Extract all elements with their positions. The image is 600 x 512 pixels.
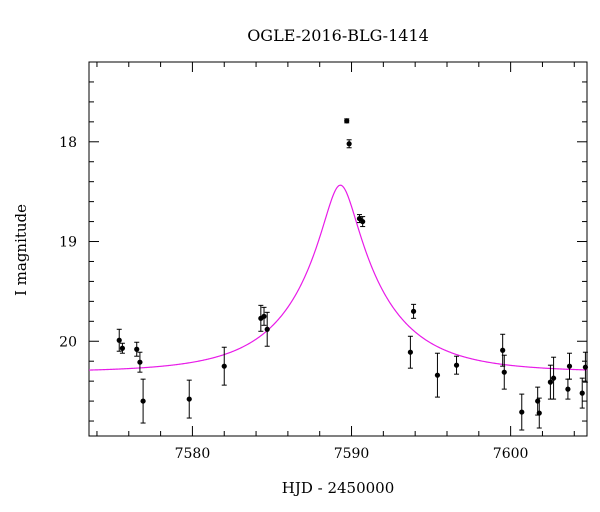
y-tick-label: 19 [59,235,77,251]
data-point [579,377,585,409]
data-points-group [116,118,589,431]
data-point-marker [360,218,366,225]
data-point-marker [264,326,270,332]
data-point [434,352,441,398]
y-axis-label: I magnitude [12,204,30,296]
data-point-marker [500,347,506,353]
data-point [565,378,571,400]
data-point-marker [346,141,352,147]
data-point [134,341,140,357]
data-point-marker [140,398,146,404]
data-point [536,397,542,429]
data-point [261,306,267,326]
data-point [346,139,352,149]
data-point-marker [434,372,441,378]
data-point-marker [501,369,507,375]
data-point [344,118,350,124]
data-point [221,346,227,386]
y-tick-label: 20 [59,334,77,350]
data-point [582,351,589,383]
data-point-marker [579,390,585,396]
data-point-marker [261,313,267,319]
data-point-marker [137,359,143,365]
data-point-marker [186,396,192,402]
x-axis-label: HJD - 2450000 [282,479,395,497]
data-point [550,356,557,400]
data-point [547,364,554,400]
data-point-marker [344,118,350,124]
data-point-marker [519,409,525,415]
data-point [264,311,270,347]
data-point [501,354,507,390]
data-point-marker [565,386,571,392]
data-point-marker [550,375,557,381]
x-tick-label: 7580 [175,446,211,462]
data-point-marker [536,410,542,416]
data-point-marker [407,349,413,355]
data-point [407,335,413,369]
data-point-marker [221,363,227,369]
model-curve-group [88,184,588,371]
data-point [119,342,126,354]
data-point-marker [547,379,554,385]
tick-labels: 7580 7590 7600 18 19 20 [59,135,528,462]
axis-ticks [89,61,587,436]
data-point [566,352,573,380]
data-point-marker [453,362,460,368]
data-point [519,393,525,431]
model-curve [88,184,588,371]
y-tick-label: 18 [59,135,77,151]
chart-title: OGLE-2016-BLG-1414 [247,26,429,45]
data-point [140,378,146,424]
data-point [186,379,192,419]
data-point [453,355,460,375]
data-point [410,303,417,319]
plot-frame [88,61,588,437]
data-point-marker [119,345,126,351]
data-point [137,351,143,373]
data-point-marker [134,346,140,352]
x-tick-label: 7600 [493,446,529,462]
data-point [116,328,122,352]
data-point-marker [410,308,417,314]
data-point [360,216,366,228]
data-point [500,333,506,367]
data-point-marker [116,337,122,343]
x-tick-label: 7590 [334,446,370,462]
data-point-marker [582,364,589,370]
data-point-marker [566,363,573,369]
